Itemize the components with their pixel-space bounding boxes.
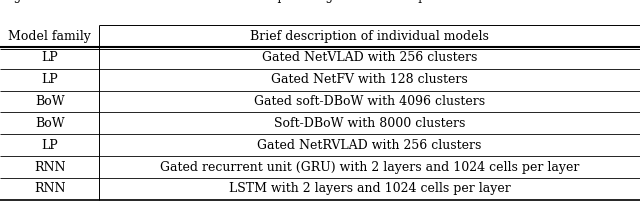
Text: Gated NetVLAD with 256 clusters: Gated NetVLAD with 256 clusters bbox=[262, 51, 477, 64]
Text: RNN: RNN bbox=[34, 182, 65, 195]
Text: Gated soft-DBoW with 4096 clusters: Gated soft-DBoW with 4096 clusters bbox=[254, 95, 485, 108]
Text: LSTM with 2 layers and 1024 cells per layer: LSTM with 2 layers and 1024 cells per la… bbox=[228, 182, 511, 195]
Text: BoW: BoW bbox=[35, 117, 65, 130]
Text: RNN: RNN bbox=[34, 160, 65, 174]
Text: Gated NetRVLAD with 256 clusters: Gated NetRVLAD with 256 clusters bbox=[257, 139, 482, 152]
Text: LP: LP bbox=[41, 73, 58, 86]
Text: Soft-DBoW with 8000 clusters: Soft-DBoW with 8000 clusters bbox=[274, 117, 465, 130]
Text: Figure 1 for Large-Scale Video Classification with Feature Space Augmentation co: Figure 1 for Large-Scale Video Classific… bbox=[0, 0, 640, 3]
Text: Gated recurrent unit (GRU) with 2 layers and 1024 cells per layer: Gated recurrent unit (GRU) with 2 layers… bbox=[160, 160, 579, 174]
Text: Model family: Model family bbox=[8, 29, 91, 43]
Text: Gated NetFV with 128 clusters: Gated NetFV with 128 clusters bbox=[271, 73, 468, 86]
Text: LP: LP bbox=[41, 139, 58, 152]
Text: LP: LP bbox=[41, 51, 58, 64]
Text: Brief description of individual models: Brief description of individual models bbox=[250, 29, 489, 43]
Text: BoW: BoW bbox=[35, 95, 65, 108]
